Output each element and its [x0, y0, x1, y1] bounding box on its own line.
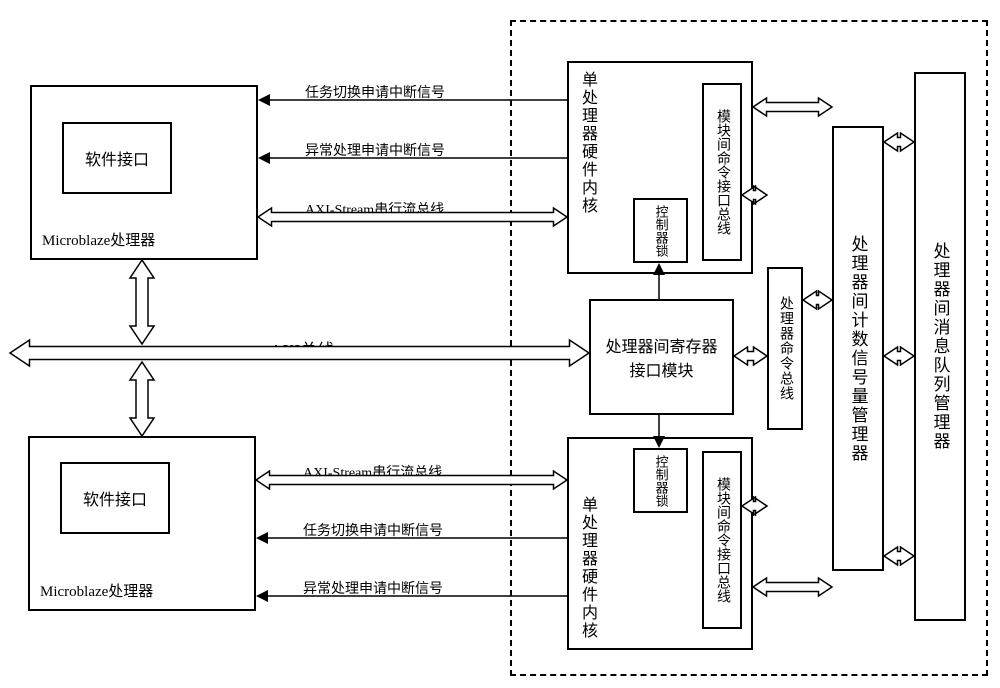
register-interface-box: 处理器间寄存器接口模块 [589, 299, 734, 415]
exc-signal-1-label: 异常处理申请中断信号 [305, 140, 445, 160]
exc-signal-2-label: 异常处理申请中断信号 [303, 578, 443, 598]
module-cmd-bus-2-label: 模块间命令接口总线 [712, 477, 732, 603]
software-interface-1-box: 软件接口 [62, 122, 172, 194]
semaphore-manager-label: 处理器间计数信号量管理器 [846, 235, 871, 463]
task-signal-1-label: 任务切换申请中断信号 [305, 82, 445, 102]
processor-1-label: Microblaze处理器 [42, 229, 155, 250]
message-queue-manager-label: 处理器间消息队列管理器 [928, 242, 953, 451]
module-cmd-bus-2-box: 模块间命令接口总线 [702, 451, 742, 629]
proc-cmd-bus-label: 处理器命令总线 [775, 296, 795, 401]
software-interface-2-box: 软件接口 [60, 462, 170, 534]
controller-lock-2-label: 控制器锁 [653, 455, 667, 507]
semaphore-manager-box: 处理器间计数信号量管理器 [832, 126, 884, 571]
controller-lock-1-label: 控制器锁 [653, 205, 667, 257]
controller-lock-1-box: 控制器锁 [633, 198, 688, 263]
single-proc-kernel-2-label: 单处理器硬件内核 [575, 496, 599, 640]
controller-lock-2-box: 控制器锁 [633, 448, 688, 513]
message-queue-manager-box: 处理器间消息队列管理器 [914, 72, 966, 621]
single-proc-kernel-1-label: 单处理器硬件内核 [575, 71, 599, 215]
software-interface-1-label: 软件接口 [85, 146, 149, 170]
module-cmd-bus-1-label: 模块间命令接口总线 [712, 109, 732, 235]
axi-stream-2-label: AXI-Stream串行流总线 [303, 462, 442, 482]
axi-bus-label: AXI总线 [270, 336, 334, 361]
software-interface-2-label: 软件接口 [83, 486, 147, 510]
module-cmd-bus-1-box: 模块间命令接口总线 [702, 83, 742, 261]
register-interface-label: 处理器间寄存器接口模块 [599, 333, 724, 381]
axi-stream-1-label: AXI-Stream串行流总线 [305, 199, 444, 219]
task-signal-2-label: 任务切换申请中断信号 [303, 520, 443, 540]
processor-2-label: Microblaze处理器 [40, 580, 153, 601]
proc-cmd-bus-box: 处理器命令总线 [767, 267, 803, 430]
